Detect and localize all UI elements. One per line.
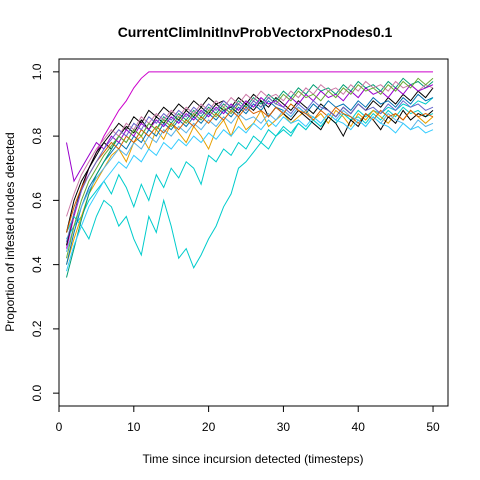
y-axis: 0.0 0.2 0.4 0.6 0.8 1.0 — [30, 63, 60, 401]
y-tick-label: 0.6 — [30, 192, 44, 209]
series-line-9 — [66, 80, 434, 217]
x-tick-label: 40 — [352, 420, 366, 434]
series-line-4 — [66, 109, 434, 265]
x-tick-label: 50 — [426, 420, 440, 434]
x-tick-label: 0 — [56, 420, 63, 434]
x-axis: 0 10 20 30 40 50 — [56, 405, 440, 434]
y-axis-label: Proportion of infested nodes detected — [3, 132, 17, 331]
y-tick-label: 0.8 — [30, 127, 44, 144]
series-line-1 — [66, 71, 433, 249]
y-tick-label: 1.0 — [30, 63, 44, 80]
chart-title: CurrentClimInitInvProbVectorxPnodes0.1 — [118, 24, 393, 40]
x-tick-label: 10 — [127, 420, 141, 434]
x-tick-label: 30 — [277, 420, 291, 434]
series-line-12 — [66, 83, 434, 183]
y-tick-label: 0.2 — [30, 320, 44, 337]
series-line-13 — [66, 112, 434, 272]
x-axis-label: Time since incursion detected (timesteps… — [143, 452, 364, 466]
series-line-3 — [66, 106, 434, 240]
x-tick-label: 20 — [202, 420, 216, 434]
series-line-6 — [66, 87, 434, 246]
y-tick-label: 0.4 — [30, 256, 44, 273]
y-tick-label: 0.0 — [30, 384, 44, 401]
series-line-7 — [66, 93, 434, 265]
series-line-15 — [66, 96, 434, 243]
series-layer — [66, 71, 434, 278]
